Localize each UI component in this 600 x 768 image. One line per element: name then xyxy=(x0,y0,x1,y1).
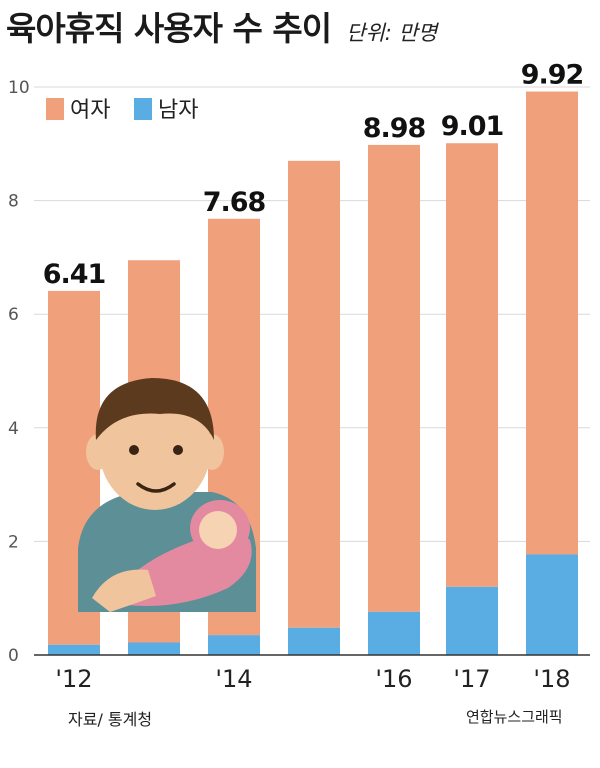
chart-unit: 단위: 만명 xyxy=(346,21,438,45)
credit-label: 연합뉴스그래픽 xyxy=(466,708,563,726)
smile-shape xyxy=(136,482,176,493)
x-tick-label: '14 xyxy=(215,665,252,693)
legend-swatch-male xyxy=(134,98,152,120)
legend-label-female: 여자 xyxy=(70,98,110,123)
y-tick-label: 4 xyxy=(8,419,19,439)
source-label: 자료/ 통계청 xyxy=(68,710,153,729)
chart-header: 육아휴직 사용자 수 추이 단위: 만명 xyxy=(6,2,437,50)
total-value-label: 9.92 xyxy=(521,60,584,91)
bar-male xyxy=(288,627,340,655)
bar-male xyxy=(526,554,578,655)
chart-title: 육아휴직 사용자 수 추이 xyxy=(6,9,332,48)
total-value-label: 9.01 xyxy=(441,111,504,142)
total-value-label: 6.41 xyxy=(43,259,106,290)
y-tick-label: 6 xyxy=(8,305,19,325)
total-value-label: 7.68 xyxy=(203,187,266,218)
bar-male xyxy=(128,642,180,655)
y-tick-label: 2 xyxy=(8,532,19,552)
bar-male xyxy=(368,611,420,655)
hair-shape xyxy=(95,378,214,440)
y-tick-label: 8 xyxy=(8,192,19,212)
legend-label-male: 남자 xyxy=(158,98,198,123)
bar-female xyxy=(288,160,340,628)
bar-male xyxy=(48,644,100,655)
y-tick-label: 0 xyxy=(8,646,19,666)
x-tick-label: '17 xyxy=(453,665,490,693)
x-tick-label: '12 xyxy=(55,665,92,693)
eye-right xyxy=(173,445,183,455)
bar-female xyxy=(526,91,578,555)
x-tick-label: '16 xyxy=(375,665,412,693)
legend-swatch-female xyxy=(46,98,64,120)
total-value-label: 8.98 xyxy=(363,113,426,144)
hand-shape xyxy=(92,569,156,612)
bar-female xyxy=(368,144,420,612)
father-baby-illustration xyxy=(78,378,256,612)
y-tick-label: 10 xyxy=(8,78,30,98)
baby-face xyxy=(199,511,237,549)
bar-male xyxy=(446,586,498,655)
bar-female xyxy=(446,143,498,587)
bar-male xyxy=(208,635,260,655)
eye-left xyxy=(129,445,139,455)
x-tick-label: '18 xyxy=(533,665,570,693)
